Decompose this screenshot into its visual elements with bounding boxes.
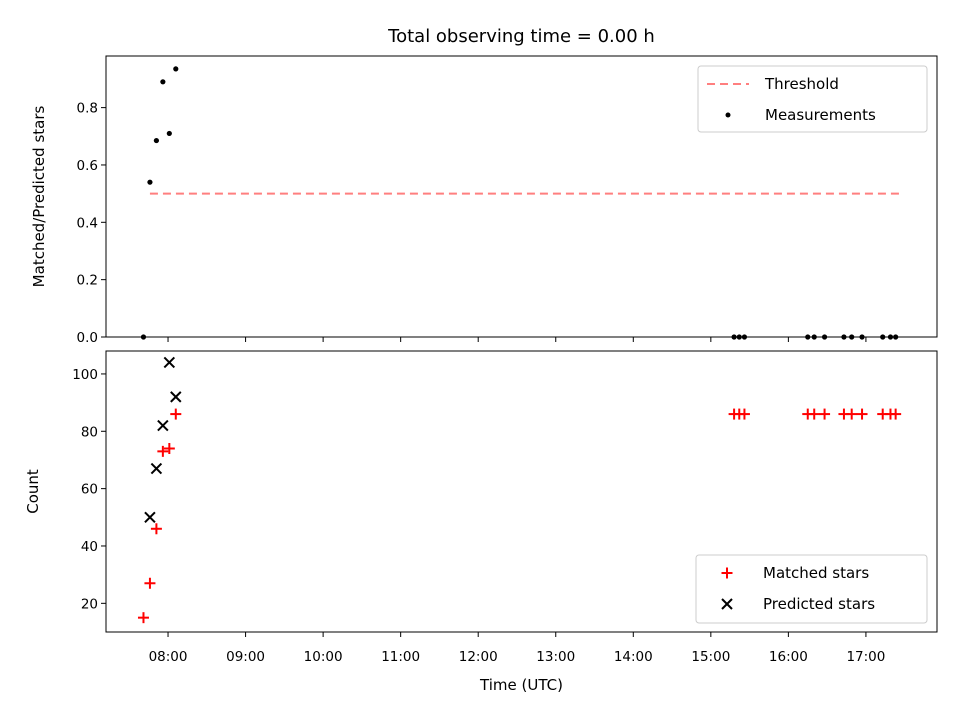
bottom-y-tick-label: 60 (81, 482, 98, 498)
top-y-tick-label: 0.8 (77, 101, 98, 117)
matched-star-point (846, 408, 858, 420)
x-tick-label: 12:00 (459, 649, 498, 665)
legend-matched-stars-swatch (721, 567, 733, 579)
x-tick-label: 17:00 (846, 649, 885, 665)
predicted-star-point (150, 462, 163, 475)
matched-star-point (144, 577, 156, 589)
x-axis-label: Time (UTC) (479, 676, 563, 694)
predicted-star-point-b (157, 419, 169, 432)
matched-star-point (137, 612, 149, 624)
legend-predicted-stars-label: Predicted stars (763, 595, 875, 613)
matched-star-point (808, 408, 820, 420)
predicted-star-point-b (170, 391, 182, 403)
legend-matched-stars-label: Matched stars (763, 564, 869, 582)
bottom-legend-frame (695, 554, 928, 624)
predicted-star-point (144, 511, 156, 524)
matched-star-point (157, 445, 169, 457)
predicted-star-point (163, 356, 176, 369)
predicted-star-point (170, 391, 182, 403)
predicted-star-point-b (144, 511, 156, 524)
top-y-tick-label: 0.2 (77, 273, 98, 289)
legend-threshold-label: Threshold (764, 75, 839, 93)
x-tick-label: 11:00 (381, 649, 420, 665)
x-tick-label: 08:00 (149, 649, 188, 665)
chart-title: Total observing time = 0.00 h (387, 26, 655, 47)
top-legend: Threshold Measurements (697, 65, 928, 133)
predicted-star-point-b (163, 356, 176, 369)
measurement-point (147, 179, 153, 185)
bottom-legend: Matched stars Predicted stars (695, 554, 928, 624)
bottom-y-axis-label: Count (24, 469, 42, 514)
top-y-axis-label: Matched/Predicted stars (30, 106, 48, 288)
bottom-plot-frame (105, 350, 938, 633)
bottom-y-tick-label: 80 (81, 424, 98, 440)
x-tick-label: 13:00 (536, 649, 575, 665)
matched-star-point (738, 408, 750, 420)
x-tick-label: 15:00 (691, 649, 730, 665)
measurement-point (166, 130, 172, 137)
matched-star-point (163, 442, 175, 454)
top-legend-frame (697, 65, 928, 133)
x-tick-label: 14:00 (614, 649, 653, 665)
legend-measurements-label: Measurements (765, 106, 876, 124)
top-y-tick-label: 0.6 (77, 158, 98, 174)
matched-star-point (150, 523, 162, 535)
matched-star-point (890, 408, 902, 420)
top-y-tick-label: 0.4 (77, 215, 98, 231)
matched-star-point (819, 408, 831, 420)
legend-predicted-marker (721, 598, 733, 610)
x-tick-label: 16:00 (769, 649, 808, 665)
measurement-point (153, 137, 160, 144)
predicted-star-point-b (150, 462, 163, 475)
top-y-tick-label: 0.0 (77, 330, 98, 346)
predicted-star-point (157, 419, 169, 432)
measurement-point (160, 79, 166, 85)
matched-star-point (170, 408, 182, 420)
bottom-y-tick-label: 100 (72, 367, 98, 383)
top-plot-frame (105, 55, 938, 338)
x-tick-label: 10:00 (304, 649, 343, 665)
matched-star-point (856, 408, 868, 420)
legend-measurements-swatch (725, 112, 731, 118)
x-tick-label: 09:00 (226, 649, 265, 665)
legend-predicted-marker-b (721, 598, 733, 610)
bottom-y-tick-label: 40 (81, 539, 98, 555)
legend-predicted-stars-swatch (721, 598, 733, 610)
legend-matched-marker (721, 567, 733, 579)
measurement-point (173, 66, 179, 72)
bottom-y-tick-label: 20 (81, 596, 98, 612)
